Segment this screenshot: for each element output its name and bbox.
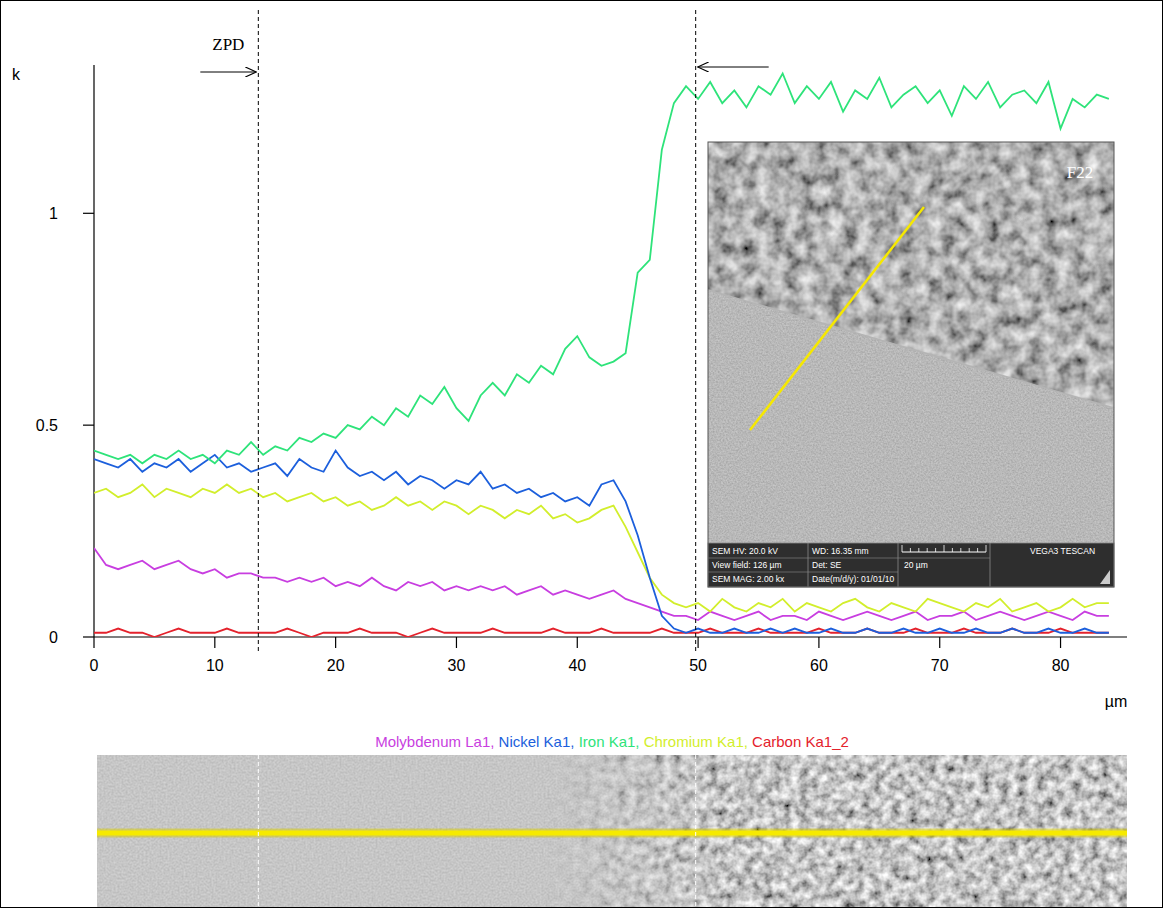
x-tick (818, 637, 819, 648)
boundary-line-image (695, 755, 696, 907)
scale-bar-tick (969, 548, 970, 552)
x-tick-label: 0 (90, 657, 99, 674)
x-tick (456, 637, 457, 648)
scale-bar-tick (902, 545, 903, 552)
y-tick-label: 1 (49, 205, 58, 222)
scan-line (97, 831, 1127, 836)
arrow (698, 67, 769, 68)
y-tick (83, 425, 94, 426)
info-bar-divider (708, 572, 898, 573)
arrow (200, 72, 256, 73)
legend-separator: , (490, 733, 498, 750)
scale-bar-tick (944, 545, 945, 552)
x-tick-label: 80 (1052, 657, 1070, 674)
y-axis-title: k (12, 66, 21, 83)
y-tick (83, 636, 94, 637)
info-text: SEM HV: 20.0 kV (712, 546, 778, 556)
info-bar-divider (808, 543, 809, 587)
marker-label: ZPD (212, 35, 244, 54)
scale-bar-tick (927, 548, 928, 552)
inset-border (708, 142, 1114, 587)
y-axis-line (93, 65, 94, 637)
x-tick-label: 40 (568, 657, 586, 674)
x-tick-label: 70 (931, 657, 949, 674)
info-bar-divider (708, 558, 990, 559)
inset-info-bar: SEM HV: 20.0 kV WD: 16.35 mm VEGA3 TESCAN V… (708, 543, 1114, 587)
info-text: Det: SE (812, 560, 842, 570)
legend-entry: Carbon Ka1_2 (752, 733, 849, 750)
boundary-line-image (258, 755, 259, 907)
x-tick (939, 637, 940, 648)
x-tick (1060, 637, 1061, 648)
x-tick-label: 20 (327, 657, 345, 674)
scan-line-glow (97, 829, 1127, 838)
info-text: WD: 16.35 mm (812, 546, 869, 556)
x-tick-label: 30 (448, 657, 466, 674)
inset-bottom-region (708, 290, 1114, 543)
legend-entry: Chromium Ka1 (644, 733, 744, 750)
legend-separator: , (635, 733, 643, 750)
boundary-line (258, 10, 259, 652)
figure: 0 10 20 30 40 50 60 70 80 0 0.5 1 k µm Molybdenum La1,… (0, 0, 1163, 908)
legend-separator: , (570, 733, 578, 750)
x-tick (93, 637, 94, 648)
axes: 0 10 20 30 40 50 60 70 80 0 0.5 1 k µm (12, 65, 1127, 710)
profile-image (97, 755, 1127, 907)
inset-image: F22 SEM HV: 20.0 kV WD: 16.35 mm VEGA3 TESC… (708, 142, 1114, 587)
scale-bar-tick (918, 548, 919, 552)
inset-label: F22 (1067, 163, 1093, 182)
scale-bar-tick (952, 548, 953, 552)
x-tick (335, 637, 336, 648)
scale-bar-tick (935, 548, 936, 552)
y-tick-label: 0.5 (36, 417, 58, 434)
interface-line (708, 290, 1114, 408)
x-axis-title: µm (1105, 693, 1128, 710)
legend-entry: Molybdenum La1 (375, 733, 490, 750)
x-tick-label: 60 (810, 657, 828, 674)
x-tick (214, 637, 215, 648)
info-text: View field: 126 µm (712, 560, 781, 570)
info-text: SEM MAG: 2.00 kx (712, 574, 785, 584)
inset-texture-smooth (708, 290, 1114, 543)
scale-bar-tick (960, 548, 961, 552)
x-tick (577, 637, 578, 648)
legend-separator: , (744, 733, 752, 750)
legend: Molybdenum La1, Nickel Ka1, Iron Ka1, Ch… (375, 733, 849, 750)
x-tick (697, 637, 698, 648)
scale-bar-tick (910, 548, 911, 552)
info-text: Date(m/d/y): 01/01/10 (812, 574, 894, 584)
info-bar-border (708, 543, 1114, 587)
info-bar-divider (990, 543, 991, 587)
boundary-line (695, 10, 696, 652)
y-tick (83, 213, 94, 214)
info-text: 20 µm (904, 560, 928, 570)
profile-image-texture (97, 755, 1127, 907)
y-tick-label: 0 (49, 629, 58, 646)
inset-scan-line (750, 207, 924, 430)
legend-entry: Iron Ka1 (579, 733, 636, 750)
info-bar-bg (708, 543, 1114, 587)
x-axis-line (94, 636, 1127, 637)
info-bar-divider (898, 543, 899, 587)
x-tick-label: 50 (689, 657, 707, 674)
frame (1, 1, 1163, 908)
x-tick-label: 10 (206, 657, 224, 674)
info-text: VEGA3 TESCAN (1030, 546, 1095, 556)
scale-bar-tick (986, 545, 987, 552)
brand-logo (1100, 570, 1110, 584)
scale-bar-tick (977, 548, 978, 552)
profile-image-base (97, 755, 1127, 907)
legend-entry: Nickel Ka1 (499, 733, 571, 750)
annotations: ZPD (200, 10, 768, 907)
